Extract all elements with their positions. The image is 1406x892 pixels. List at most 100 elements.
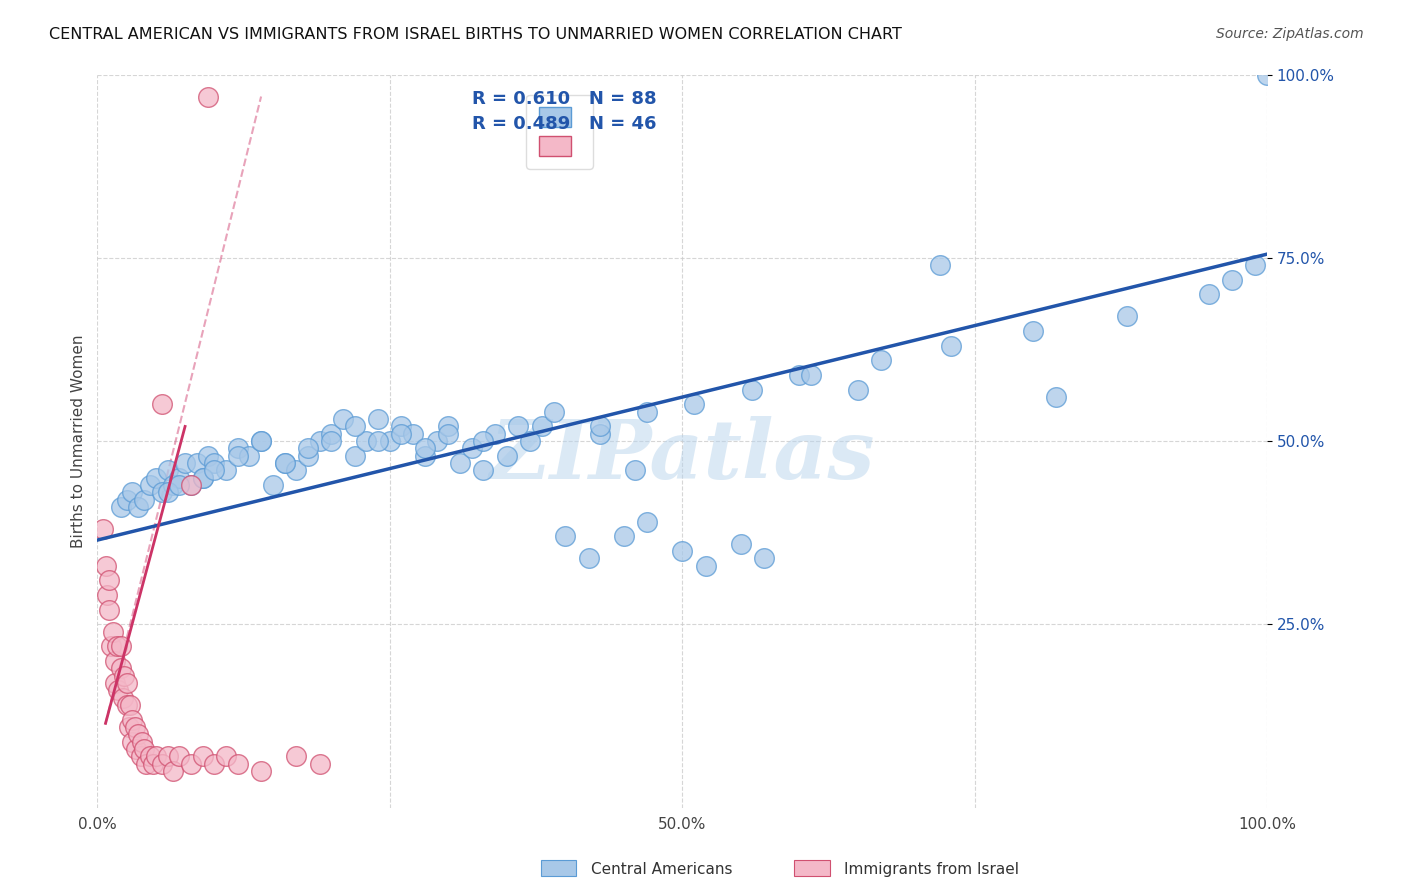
Point bbox=[285, 463, 308, 477]
Point bbox=[1244, 258, 1267, 272]
Point bbox=[391, 426, 413, 441]
Point bbox=[413, 449, 436, 463]
Point bbox=[115, 492, 138, 507]
Point bbox=[589, 426, 612, 441]
Point bbox=[180, 478, 202, 492]
Point bbox=[1256, 68, 1278, 82]
Point bbox=[262, 478, 284, 492]
Point bbox=[437, 419, 460, 434]
Point bbox=[156, 485, 179, 500]
Point bbox=[636, 515, 658, 529]
Point bbox=[449, 456, 471, 470]
Point bbox=[636, 405, 658, 419]
Text: Immigrants from Israel: Immigrants from Israel bbox=[844, 863, 1018, 877]
Point bbox=[107, 683, 129, 698]
Point bbox=[125, 742, 148, 756]
Point bbox=[134, 492, 156, 507]
Point bbox=[191, 749, 214, 764]
Point bbox=[519, 434, 541, 449]
Point bbox=[238, 449, 260, 463]
Point bbox=[332, 412, 354, 426]
Point bbox=[613, 529, 636, 543]
Point bbox=[150, 485, 173, 500]
Point bbox=[273, 456, 295, 470]
Point bbox=[129, 749, 152, 764]
Point bbox=[683, 397, 706, 411]
Point bbox=[472, 434, 495, 449]
Point bbox=[508, 419, 530, 434]
Point bbox=[695, 558, 717, 573]
Point bbox=[928, 258, 950, 272]
Text: ZIPatlas: ZIPatlas bbox=[489, 416, 875, 496]
Point bbox=[578, 551, 600, 566]
Point bbox=[150, 756, 173, 771]
Point bbox=[1115, 310, 1137, 324]
Point bbox=[250, 764, 273, 778]
Point bbox=[186, 456, 208, 470]
Point bbox=[191, 471, 214, 485]
Point bbox=[167, 749, 190, 764]
Point bbox=[460, 442, 482, 456]
Point bbox=[530, 419, 553, 434]
Point bbox=[846, 383, 869, 397]
Point bbox=[1220, 273, 1243, 287]
Point bbox=[145, 471, 167, 485]
Point bbox=[356, 434, 378, 449]
Point bbox=[121, 485, 143, 500]
Point bbox=[250, 434, 273, 449]
Point bbox=[98, 603, 121, 617]
Point bbox=[100, 640, 122, 654]
Point bbox=[1198, 287, 1220, 301]
Point bbox=[870, 353, 893, 368]
Point bbox=[139, 478, 162, 492]
Point bbox=[297, 449, 319, 463]
Text: R = 0.489   N = 46: R = 0.489 N = 46 bbox=[471, 115, 657, 133]
Point bbox=[115, 676, 138, 690]
Point bbox=[112, 669, 135, 683]
Point bbox=[321, 434, 343, 449]
Point bbox=[142, 756, 165, 771]
Point bbox=[110, 661, 132, 675]
Point bbox=[167, 478, 190, 492]
Point bbox=[202, 456, 225, 470]
Text: Central Americans: Central Americans bbox=[591, 863, 733, 877]
Point bbox=[367, 434, 389, 449]
Point bbox=[671, 544, 693, 558]
Point bbox=[156, 463, 179, 477]
Point bbox=[127, 727, 149, 741]
Point bbox=[167, 471, 190, 485]
Point bbox=[215, 749, 238, 764]
Point bbox=[741, 383, 763, 397]
Point bbox=[91, 522, 114, 536]
Legend: , : , bbox=[526, 95, 593, 169]
Point bbox=[800, 368, 823, 383]
Point bbox=[139, 749, 162, 764]
Point bbox=[197, 449, 219, 463]
Point bbox=[96, 588, 118, 602]
FancyBboxPatch shape bbox=[541, 860, 576, 876]
Point bbox=[215, 463, 238, 477]
Point bbox=[367, 412, 389, 426]
Point bbox=[110, 500, 132, 514]
Point bbox=[104, 676, 127, 690]
Point bbox=[191, 471, 214, 485]
Point bbox=[124, 720, 146, 734]
Point bbox=[104, 654, 127, 668]
Point bbox=[105, 640, 128, 654]
Point bbox=[115, 698, 138, 712]
Point bbox=[101, 624, 124, 639]
Point bbox=[94, 558, 117, 573]
Text: R = 0.610   N = 88: R = 0.610 N = 88 bbox=[471, 90, 657, 108]
Point bbox=[752, 551, 775, 566]
Point bbox=[413, 442, 436, 456]
Point bbox=[402, 426, 425, 441]
Point bbox=[156, 749, 179, 764]
Point bbox=[180, 478, 202, 492]
Point bbox=[343, 419, 366, 434]
FancyBboxPatch shape bbox=[794, 860, 830, 876]
Point bbox=[226, 756, 249, 771]
Point bbox=[131, 734, 153, 748]
Point bbox=[787, 368, 810, 383]
Point bbox=[134, 742, 156, 756]
Point bbox=[120, 698, 142, 712]
